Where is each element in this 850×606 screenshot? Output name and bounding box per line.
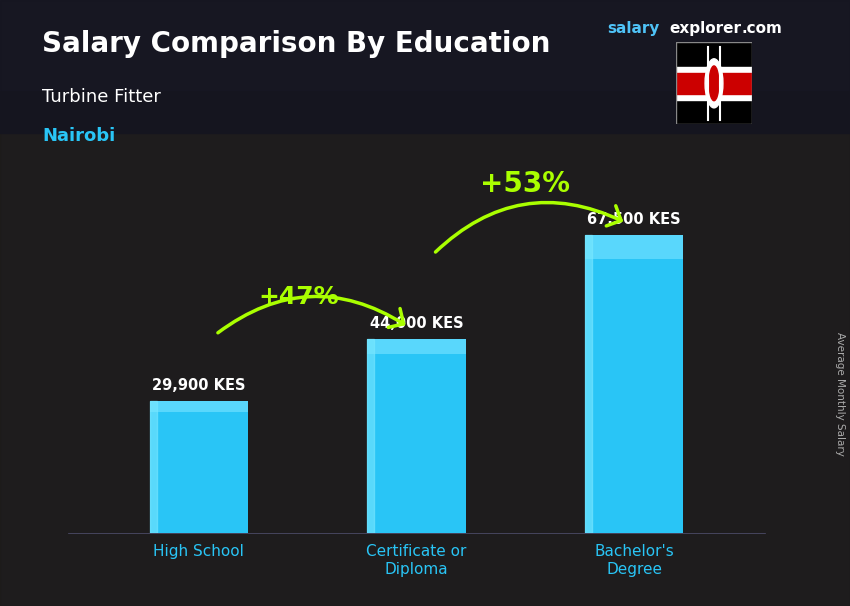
Text: .com: .com [741,21,782,36]
Bar [676,73,752,93]
Bar [367,339,466,533]
Bar [676,67,752,73]
Bar [150,401,247,411]
Text: 44,000 KES: 44,000 KES [370,316,463,331]
Bar [586,235,592,533]
Text: salary: salary [608,21,660,36]
Bar [150,401,156,533]
Bar [676,42,752,70]
Text: Average Monthly Salary: Average Monthly Salary [835,332,845,456]
Ellipse shape [709,66,719,101]
Bar [586,235,683,533]
Text: Salary Comparison By Education: Salary Comparison By Education [42,30,551,58]
Text: +53%: +53% [480,170,570,198]
Text: 29,900 KES: 29,900 KES [152,378,246,393]
Text: explorer: explorer [670,21,742,36]
Bar [676,93,752,99]
Text: +47%: +47% [258,285,339,309]
Text: 67,500 KES: 67,500 KES [587,212,681,227]
Ellipse shape [706,59,722,108]
Bar [676,97,752,124]
Bar [586,235,683,259]
Bar [367,339,374,533]
Text: Turbine Fitter: Turbine Fitter [42,88,162,106]
Text: Nairobi: Nairobi [42,127,116,145]
Bar [150,401,247,533]
Bar [367,339,466,355]
